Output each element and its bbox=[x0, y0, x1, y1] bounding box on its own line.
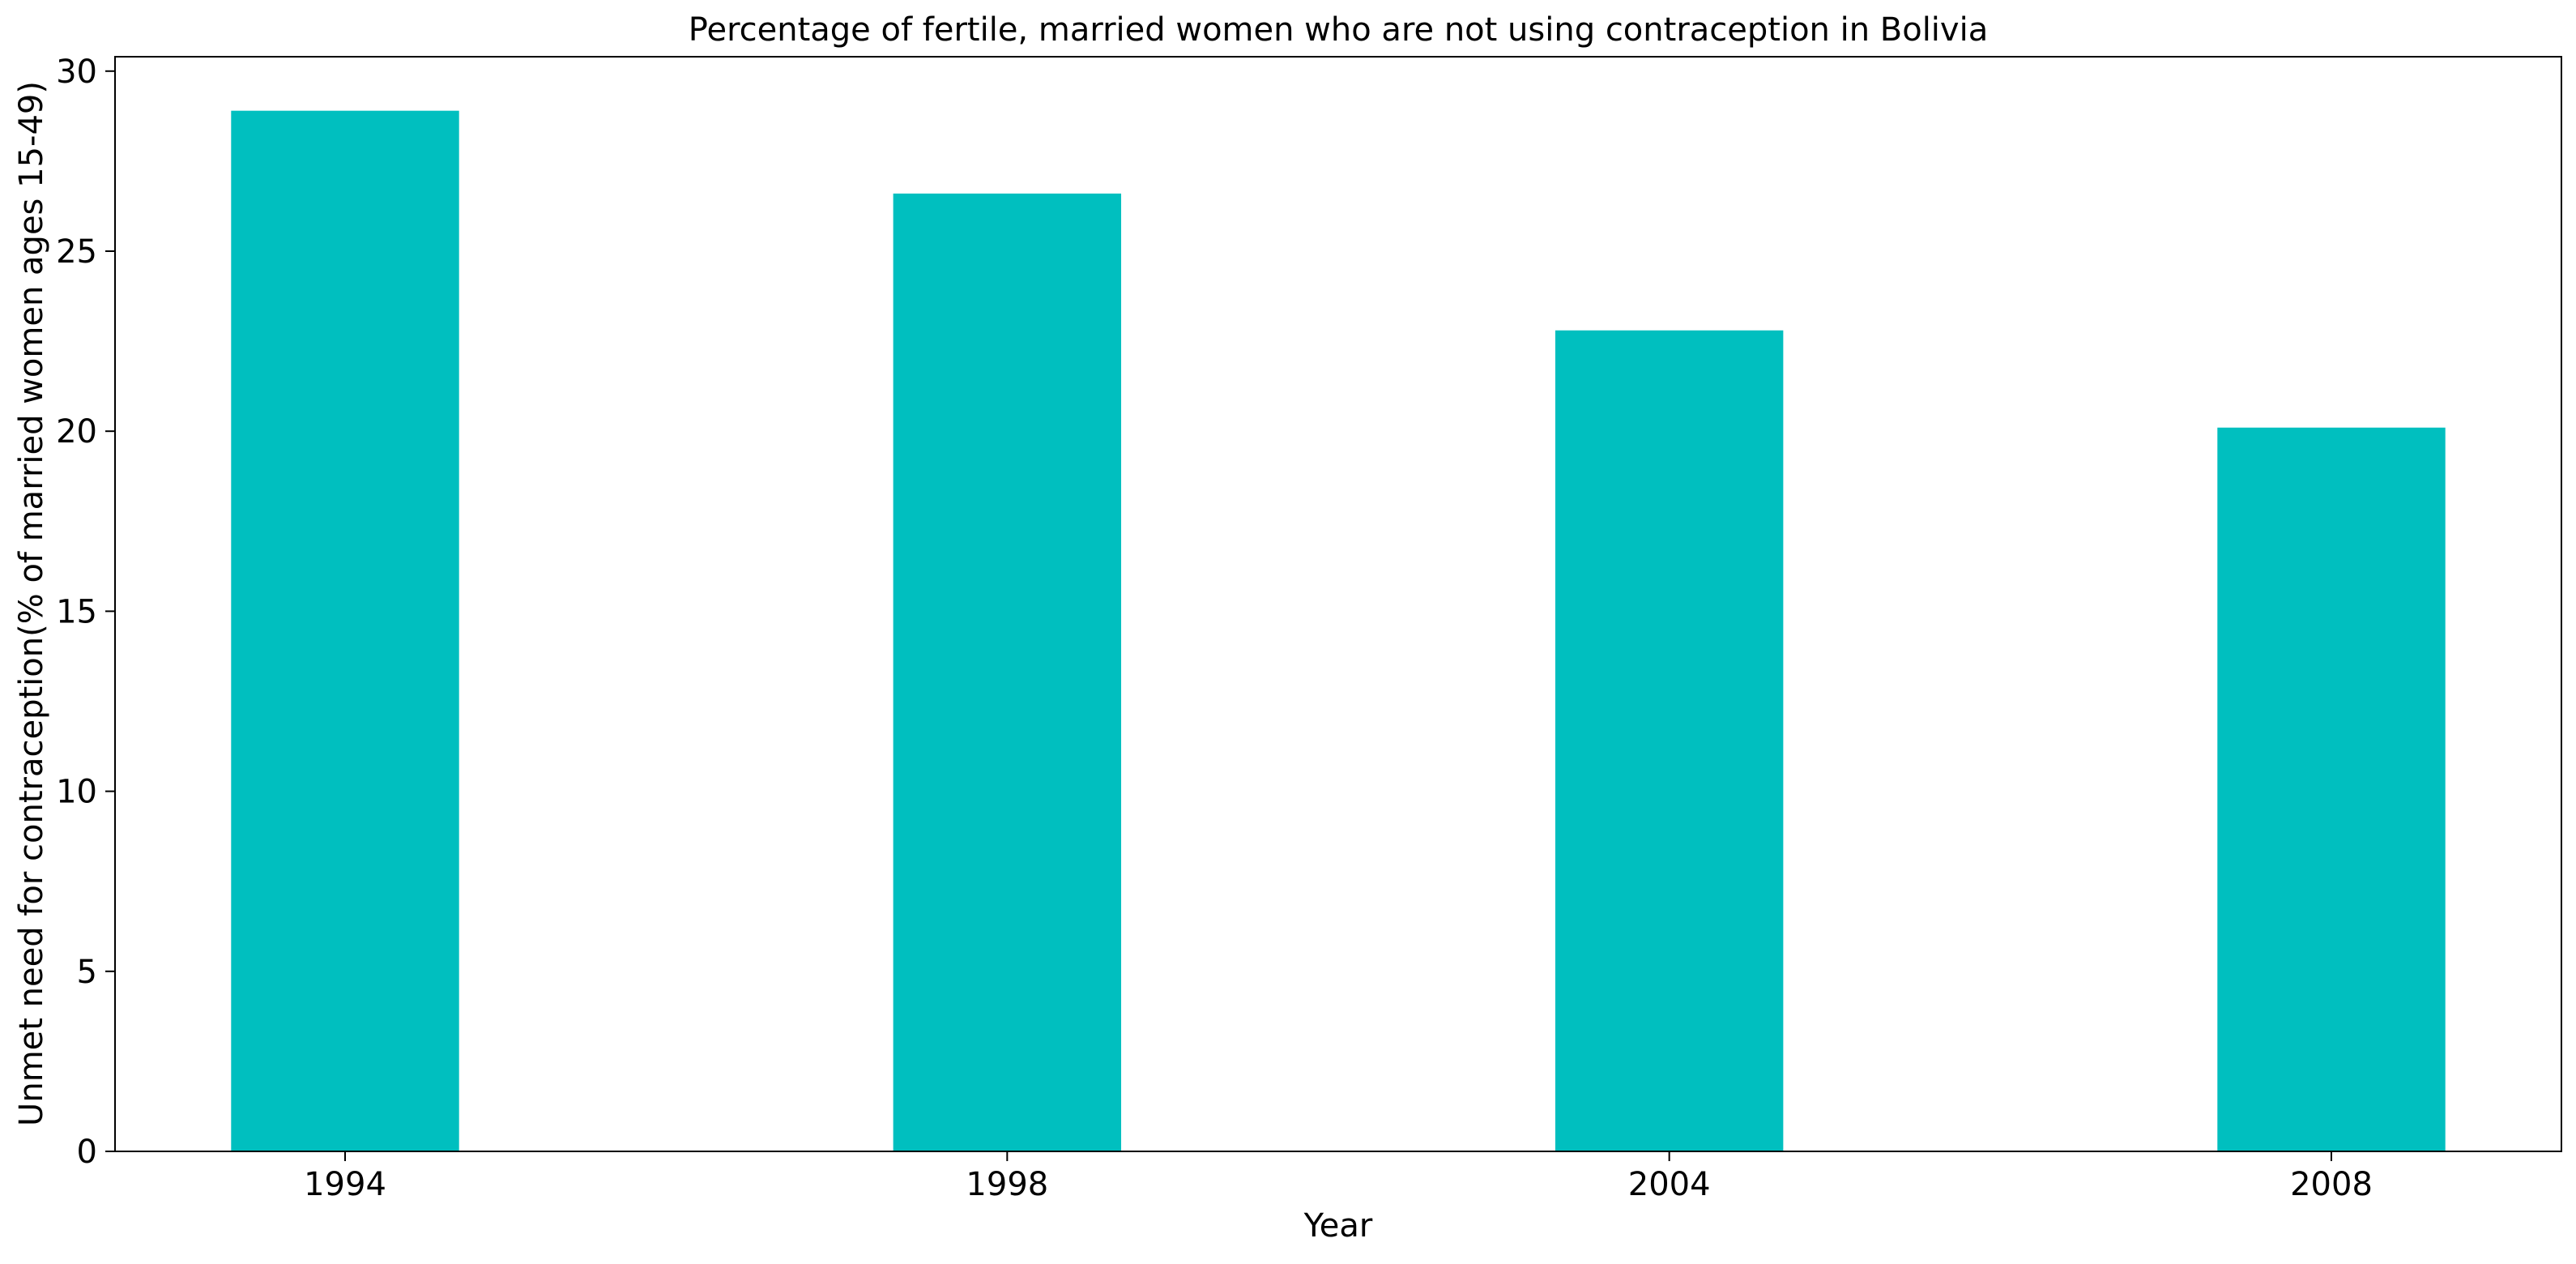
bar-1998 bbox=[893, 193, 1122, 1151]
y-tick-label: 10 bbox=[56, 774, 97, 811]
bar-2004 bbox=[1555, 330, 1784, 1151]
x-axis-label: Year bbox=[1303, 1207, 1373, 1245]
bar-1994 bbox=[231, 110, 459, 1152]
y-tick-label: 15 bbox=[56, 593, 97, 630]
bars-group bbox=[231, 110, 2446, 1152]
x-axis-ticks: 1994 1998 2004 2008 bbox=[304, 1151, 2373, 1203]
y-tick-label: 5 bbox=[77, 954, 97, 991]
x-tick-label: 2004 bbox=[1628, 1166, 1711, 1203]
y-tick-label: 30 bbox=[56, 53, 97, 91]
y-tick-label: 0 bbox=[77, 1134, 97, 1171]
y-axis-ticks: 0 5 10 15 20 25 30 bbox=[56, 53, 115, 1171]
bar-2008 bbox=[2217, 427, 2446, 1151]
y-axis-label: Unmet need for contraception(% of marrie… bbox=[13, 81, 50, 1126]
x-tick-label: 2008 bbox=[2290, 1166, 2373, 1203]
x-tick-label: 1998 bbox=[966, 1166, 1048, 1203]
x-tick-label: 1994 bbox=[304, 1166, 386, 1203]
chart-title: Percentage of fertile, married women who… bbox=[689, 11, 1988, 49]
plot-area-frame bbox=[114, 56, 2562, 1152]
y-tick-label: 20 bbox=[56, 413, 97, 451]
y-tick-label: 25 bbox=[56, 233, 97, 271]
